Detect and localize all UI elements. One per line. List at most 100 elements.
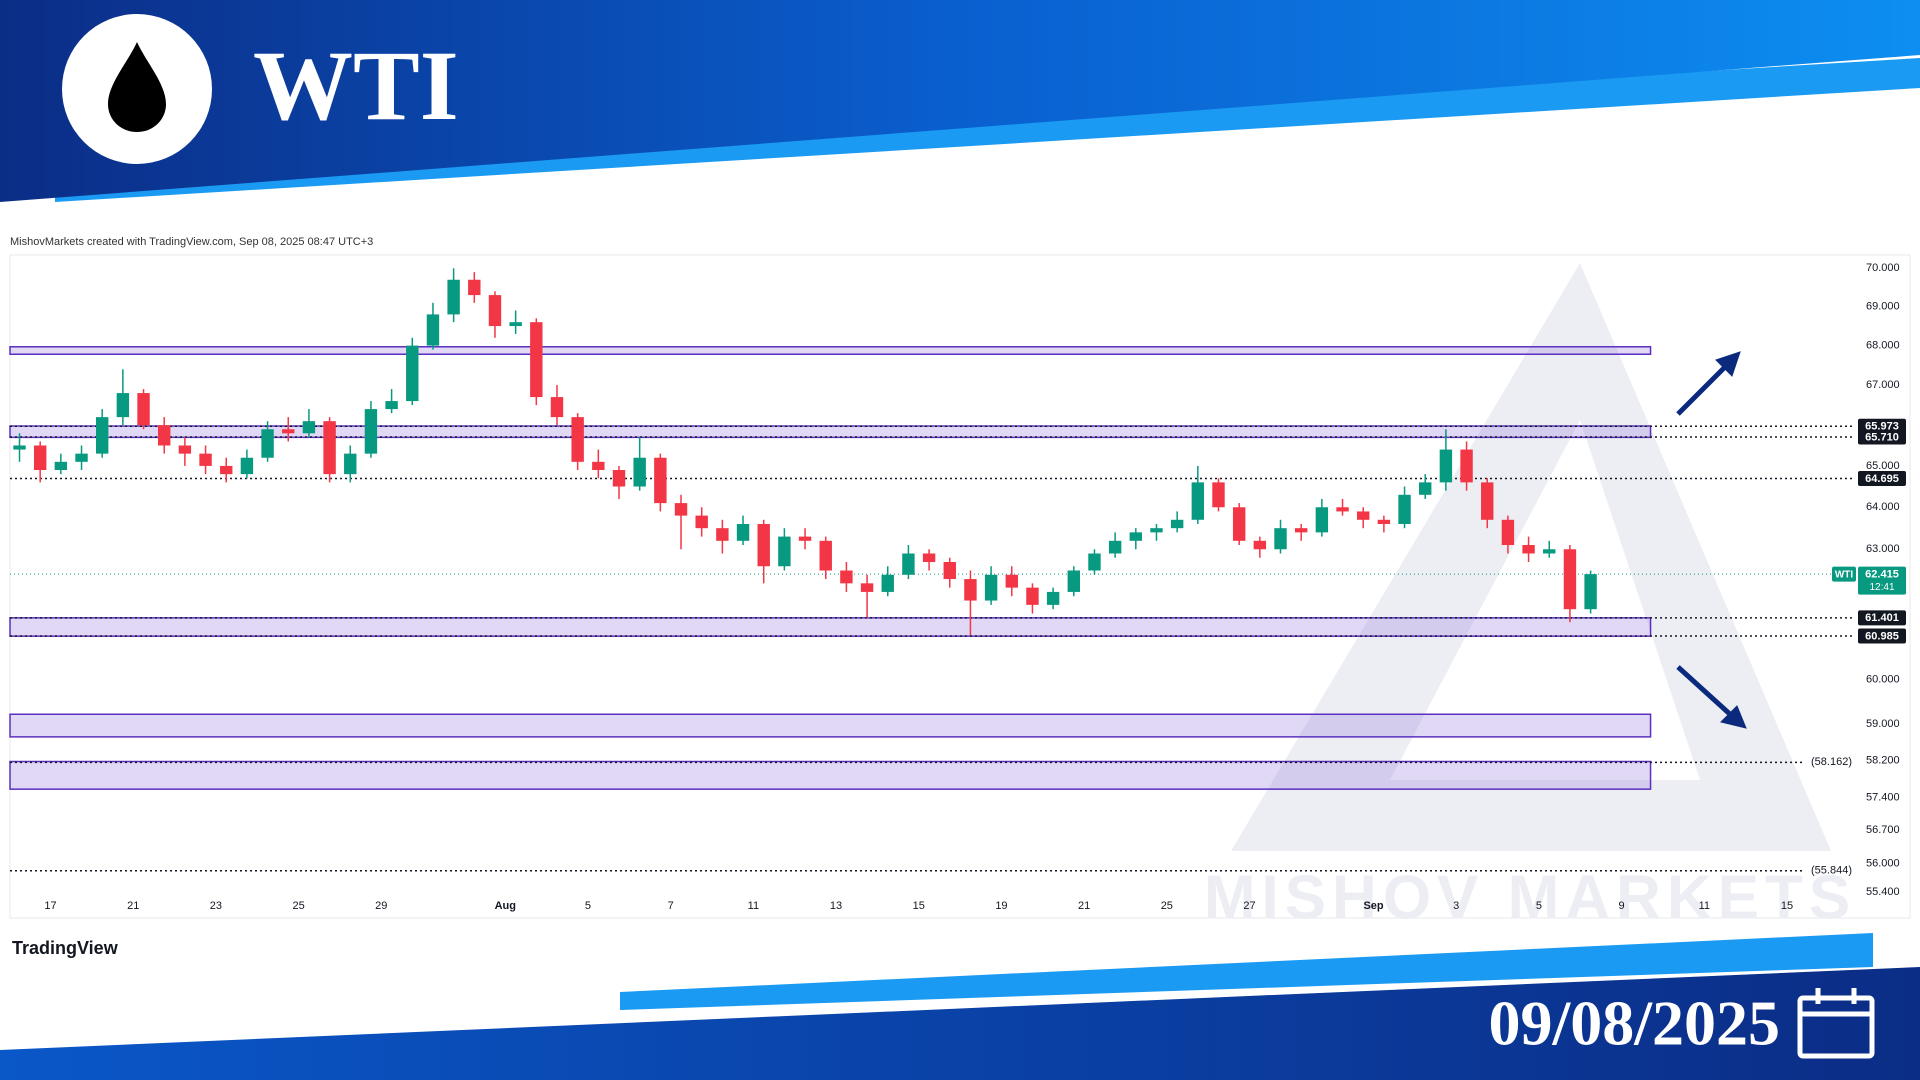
level-label-box: [1858, 610, 1906, 626]
candle-body: [261, 429, 274, 458]
symbol-box: [1832, 566, 1856, 582]
y-tick-label: 59.000: [1866, 718, 1900, 730]
candle-body: [819, 540, 832, 571]
candle-body: [1501, 519, 1515, 546]
candle-body: [220, 465, 233, 475]
candle-body: [1522, 545, 1535, 554]
candle-body: [881, 574, 894, 592]
candle-body: [447, 279, 460, 315]
candle-body: [1170, 519, 1184, 529]
candle-body: [158, 425, 171, 446]
x-tick-label: 11: [748, 900, 759, 912]
candle-body: [13, 445, 26, 450]
candle-body: [1377, 519, 1391, 524]
candle-body: [282, 429, 295, 434]
candle-body: [488, 295, 502, 327]
candle-body: [33, 445, 47, 471]
candle-body: [654, 457, 667, 504]
candle-body: [95, 417, 109, 454]
y-tick-label: 55.400: [1866, 886, 1900, 898]
x-tick-label: 17: [44, 900, 56, 912]
candle-body: [1046, 591, 1060, 605]
countdown-label: 12:41: [1869, 582, 1894, 593]
candle-body: [137, 393, 150, 426]
candle-body: [695, 515, 708, 529]
x-tick-label: 5: [585, 900, 591, 912]
x-tick-label: 19: [995, 900, 1007, 912]
candle-body: [178, 445, 192, 454]
candle-body: [1357, 511, 1370, 520]
candle-body: [592, 461, 605, 471]
candle-body: [984, 574, 998, 601]
y-tick-label: 57.400: [1866, 791, 1900, 803]
candle-body: [509, 322, 522, 327]
x-tick-label: Sep: [1363, 900, 1383, 912]
last-price-box: [1858, 566, 1906, 595]
candle-body: [1439, 449, 1453, 483]
candle-body: [1191, 482, 1205, 520]
projected-level-label: (55.844): [1811, 865, 1852, 877]
calendar-icon: [1797, 988, 1875, 1059]
candle-body: [1419, 482, 1432, 495]
candle-body: [1543, 549, 1556, 554]
level-label: 61.401: [1865, 612, 1899, 624]
x-tick-label: 29: [375, 900, 387, 912]
candle-body: [674, 503, 688, 516]
level-label-box: [1858, 628, 1906, 644]
last-price-label: 62.415: [1865, 569, 1899, 581]
candle-body: [530, 322, 543, 398]
x-tick-label: 11: [1699, 900, 1710, 912]
x-tick-label: 21: [127, 900, 139, 912]
candle-body: [54, 461, 68, 471]
candle-body: [943, 561, 956, 580]
candle-body: [468, 279, 481, 296]
zone: [9, 346, 1652, 355]
title: WTI: [253, 30, 459, 141]
y-tick-label: 63.000: [1866, 543, 1900, 555]
candle-body: [1460, 449, 1473, 483]
candle-body: [1336, 507, 1349, 512]
y-tick-label: 70.000: [1866, 262, 1900, 274]
candle-body: [922, 553, 936, 562]
x-tick-label: 13: [830, 900, 842, 912]
y-tick-label: 64.000: [1866, 501, 1900, 513]
x-tick-label: 25: [1161, 900, 1173, 912]
candle-body: [964, 579, 977, 601]
candle-body: [323, 421, 336, 475]
x-tick-label: 27: [1243, 900, 1255, 912]
candle-body: [1315, 507, 1329, 533]
candle-body: [199, 453, 212, 466]
candle-body: [406, 345, 419, 402]
up-arrow: [1676, 351, 1741, 416]
watermark-logo: [1231, 263, 1831, 851]
x-tick-label: 25: [292, 900, 304, 912]
y-tick-label: 65.000: [1866, 460, 1900, 472]
candle-body: [1232, 507, 1246, 541]
watermark-text: MISHOV MARKETS: [1204, 863, 1856, 932]
level-label-box: [1858, 429, 1906, 445]
candle-body: [385, 401, 398, 410]
y-tick-label: 67.000: [1866, 379, 1900, 391]
candle-body: [302, 421, 316, 434]
x-tick-label: 3: [1453, 900, 1459, 912]
candle-body: [240, 457, 254, 475]
level-label: 64.695: [1865, 473, 1899, 485]
candle-body: [1584, 574, 1597, 610]
x-tick-label: 15: [913, 900, 925, 912]
candle-body: [1088, 553, 1101, 571]
candle-body: [778, 536, 791, 567]
candle-body: [736, 523, 750, 541]
zone: [9, 760, 1652, 790]
y-tick-label: 69.000: [1866, 301, 1900, 313]
candle-body: [1274, 528, 1287, 550]
candle-body: [1563, 549, 1577, 610]
candle-body: [757, 523, 770, 567]
candle-body: [612, 470, 626, 487]
symbol-label: WTI: [1835, 569, 1854, 580]
x-tick-label: Aug: [495, 900, 516, 912]
y-tick-label: 56.000: [1866, 857, 1900, 869]
candle-body: [426, 314, 440, 346]
plot: 70.000 69.000 68.000 67.000 65.000 64.000 63.0…: [9, 262, 1906, 912]
